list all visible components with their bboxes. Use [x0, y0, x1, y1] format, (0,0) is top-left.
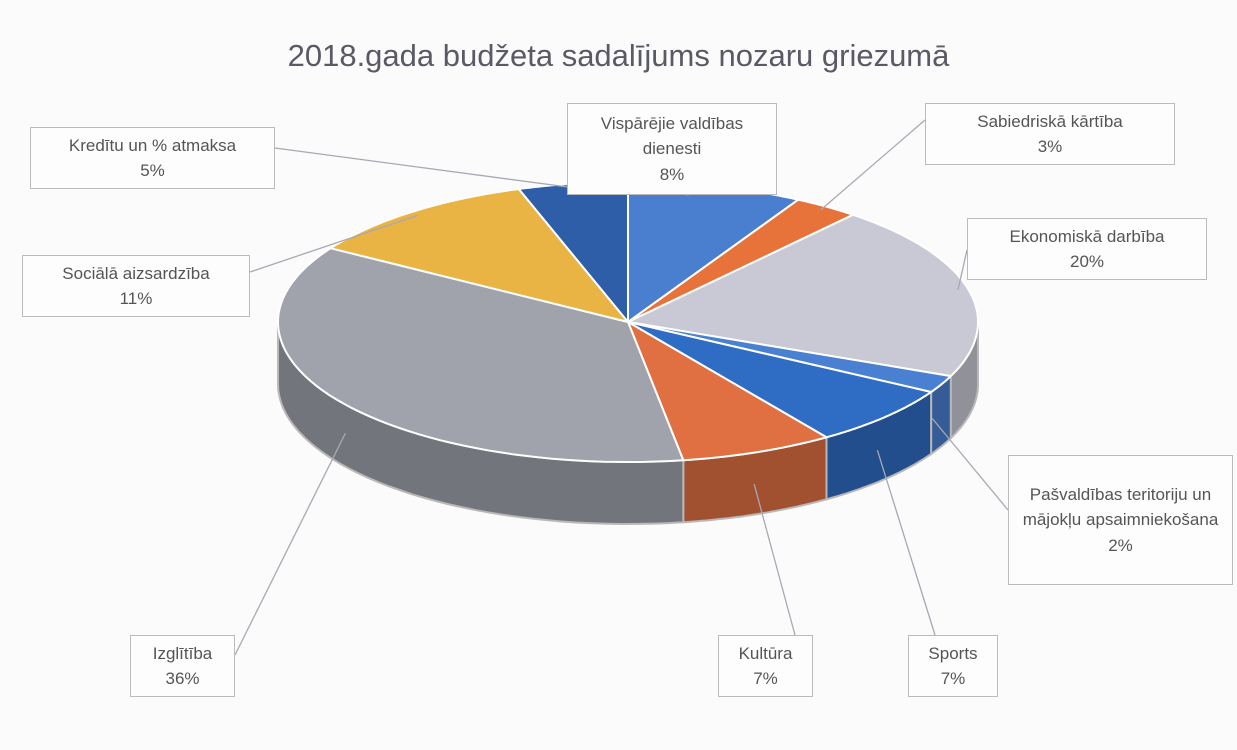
data-label: Vispārējie valdības dienesti 8% [567, 103, 777, 195]
label-value: 7% [940, 669, 966, 688]
data-label: Sabiedriskā kārtība 3% [925, 103, 1175, 165]
data-label: Kultūra 7% [718, 635, 813, 697]
label-value: 36% [165, 669, 200, 688]
slice [627, 321, 934, 439]
label-name: Sabiedriskā kārtība [977, 111, 1123, 131]
label-name: Kredītu un % atmaksa [68, 135, 237, 155]
label-value: 20% [1069, 252, 1105, 271]
leader-line [820, 119, 926, 211]
leader-line [274, 147, 575, 189]
slice [328, 187, 631, 324]
slice [625, 319, 830, 462]
data-label: Izglītība 36% [130, 635, 235, 697]
label-name: Sociālā aizsardzība [62, 263, 210, 283]
label-name: Ekonomiskā darbība [1009, 226, 1165, 246]
leader-line [234, 433, 346, 656]
label-value: 8% [659, 164, 685, 184]
label-name: Pašvaldības teritoriju un mājokļu apsaim… [1022, 484, 1219, 530]
label-value: 11% [119, 289, 153, 308]
label-name: Izglītība [152, 643, 213, 663]
label-name: Kultūra [738, 643, 793, 663]
slice [627, 321, 953, 394]
leader-line [753, 483, 796, 636]
label-name: Sports [928, 643, 978, 663]
leader-line [876, 450, 936, 636]
slice [276, 247, 685, 464]
data-label: Sports 7% [908, 635, 998, 697]
label-value: 7% [753, 669, 778, 688]
label-value: 5% [140, 161, 165, 180]
label-value: 2% [1108, 535, 1133, 555]
leader-line [957, 249, 968, 291]
chart-title: 2018.gada budžeta sadalījums nozaru grie… [287, 38, 950, 73]
leader-line [249, 214, 419, 273]
leader-line [931, 417, 1009, 511]
data-label: Ekonomiskā darbība 20% [967, 218, 1207, 280]
data-label: Pašvaldības teritoriju un mājokļu apsaim… [1008, 455, 1233, 585]
data-label: Kredītu un % atmaksa 5% [30, 127, 275, 189]
slice [627, 198, 856, 323]
label-name: Vispārējie valdības dienesti [600, 113, 744, 159]
data-label: Sociālā aizsardzība 11% [22, 255, 250, 317]
label-value: 3% [1037, 137, 1063, 156]
